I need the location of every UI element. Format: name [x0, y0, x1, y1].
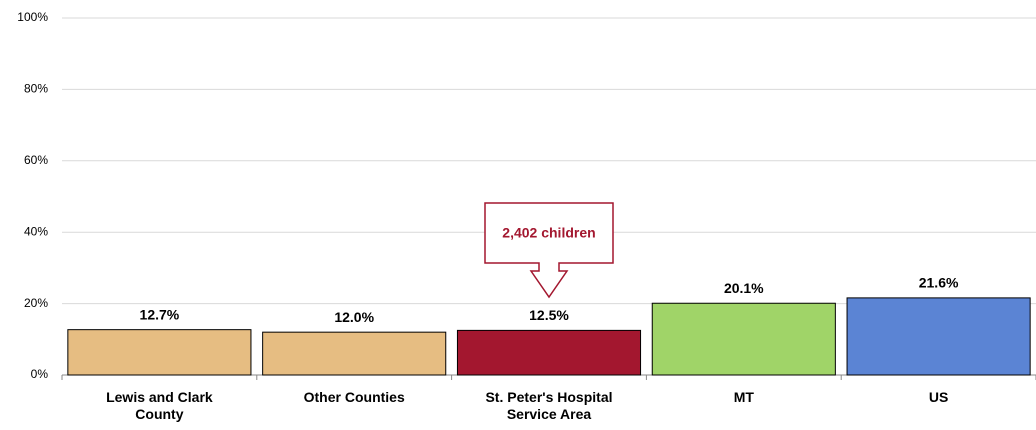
callout: 2,402 children: [484, 202, 614, 299]
data-label: 12.0%: [334, 309, 374, 325]
bar: [456, 329, 642, 376]
callout-box: [484, 202, 614, 299]
callout-text: 2,402 children: [502, 225, 595, 241]
data-label: 21.6%: [919, 275, 959, 291]
x-tick-label: Lewis and Clark County: [106, 389, 213, 422]
data-label: 12.5%: [529, 307, 569, 323]
y-tick-label: 100%: [17, 10, 48, 24]
y-tick-label: 20%: [24, 296, 48, 310]
data-label: 12.7%: [140, 306, 180, 322]
y-tick-label: 80%: [24, 82, 48, 96]
y-tick-label: 0%: [31, 367, 49, 381]
x-tick-label: Other Counties: [303, 389, 405, 405]
y-tick-label: 40%: [24, 224, 48, 238]
data-label: 20.1%: [724, 280, 764, 296]
bar: [846, 297, 1031, 376]
bar: [67, 329, 252, 376]
x-tick-label: MT: [733, 389, 754, 405]
bar: [262, 331, 447, 376]
x-tick-label: US: [928, 389, 949, 405]
x-tick-label: St. Peter's Hospital Service Area: [485, 389, 613, 422]
y-tick-label: 60%: [24, 153, 48, 167]
bar: [651, 302, 836, 376]
